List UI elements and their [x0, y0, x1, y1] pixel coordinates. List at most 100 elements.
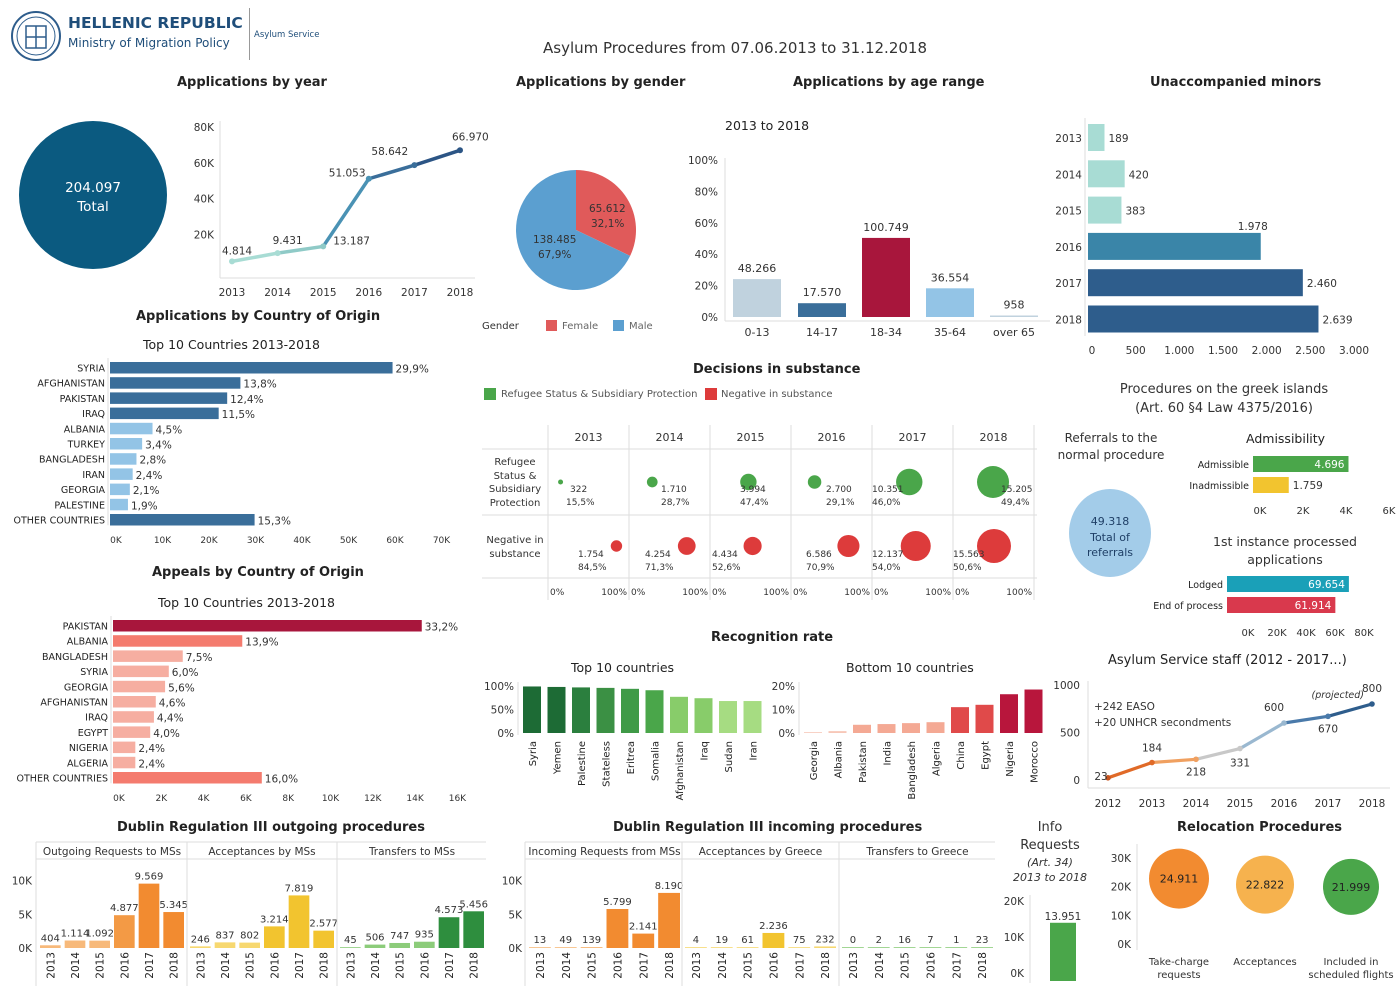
minor-value-label: 2.460 [1307, 278, 1337, 290]
country-bar [113, 756, 136, 769]
minor-bar [1088, 269, 1303, 297]
axis-min-label: 0% [712, 588, 727, 598]
neg-pct-label: 54,0% [872, 563, 901, 573]
dublin-value-label: 7 [927, 935, 933, 946]
dublin-value-label: 1.114 [61, 929, 90, 940]
pos-pct-label: 46,0% [872, 498, 901, 508]
y-tick-label: 10K [502, 876, 523, 888]
year-segment [413, 148, 461, 167]
first-tick-label: 40K [1296, 628, 1316, 639]
x-tick-label: 10K [322, 794, 340, 804]
country-label: BANGLADESH [39, 455, 105, 466]
neg-value-label: 4.254 [645, 550, 671, 560]
adm-value-label: 1.759 [1293, 480, 1323, 492]
country-bar [113, 650, 183, 662]
x-tick-label: 0 [1089, 345, 1096, 357]
staff-value-label: 800 [1362, 683, 1382, 695]
gender-pie [516, 170, 636, 290]
dublin-value-label: 2.236 [759, 921, 788, 932]
country-pct-label: 1,9% [131, 500, 158, 512]
hellenic-emblem-icon [11, 11, 61, 61]
recognition-bar [694, 698, 713, 733]
total-value: 204.097 [65, 180, 121, 196]
staff-year-label: 2017 [1315, 798, 1342, 810]
dublin-bar [554, 947, 577, 948]
recognition-country-label: Egypt [981, 741, 992, 770]
dublin-bar [893, 947, 916, 948]
first-bar [1227, 597, 1336, 613]
dublin-year-label: 2017 [144, 952, 156, 979]
y-tick-label: 20% [695, 281, 718, 293]
recognition-country-label: Iran [749, 741, 760, 761]
recognition-bar [975, 704, 994, 733]
dublin-bar [842, 947, 864, 948]
first-value-label: 61.914 [1295, 600, 1332, 612]
dublin-bar [89, 940, 110, 948]
relocation-value-label: 22.822 [1246, 879, 1285, 892]
country-bar [110, 362, 393, 374]
recognition-country-label: Eritrea [626, 741, 637, 774]
org-name: HELLENIC REPUBLIC [68, 14, 243, 32]
relocation-label-line2: scheduled flights [1308, 970, 1393, 981]
staff-year-label: 2018 [1359, 798, 1386, 810]
country-bar [110, 377, 241, 389]
recognition-country-label: Somalia [651, 741, 662, 781]
recognition-bar [804, 732, 822, 733]
staff-segment [1151, 757, 1197, 765]
adm-tick-label: 4K [1340, 506, 1353, 517]
minor-year-label: 2015 [1055, 206, 1082, 218]
pos-value-label: 15.205 [1001, 485, 1033, 495]
recognition-country-label: Georgia [809, 741, 820, 780]
referrals-circle [1069, 489, 1151, 577]
y-tick-label: 10K [1111, 910, 1132, 922]
neg-pct-label: 50,6% [953, 563, 982, 573]
country-bar [113, 741, 136, 754]
year-point [274, 250, 281, 257]
staff-year-label: 2014 [1183, 798, 1210, 810]
country-label: IRAQ [82, 409, 105, 420]
age-value-label: 100.749 [863, 221, 909, 234]
dublin-value-label: 3.214 [260, 914, 289, 925]
islands-title-line2: (Art. 60 §4 Law 4375/2016) [1135, 401, 1313, 416]
dublin-value-label: 4 [693, 935, 699, 946]
minors-title: Unaccompanied minors [1150, 75, 1322, 90]
legend-neg-label: Negative in substance [721, 389, 833, 400]
decision-year-label: 2014 [656, 431, 684, 444]
country-label: AFGHANISTAN [40, 698, 108, 709]
x-tick-label: 40K [293, 536, 311, 546]
country-pct-label: 11,5% [222, 409, 255, 421]
total-label: Total [77, 199, 109, 215]
axis-min-label: 0% [874, 588, 889, 598]
recognition-country-label: Algeria [932, 741, 943, 776]
y-tick-label: 20K [1004, 896, 1025, 908]
staff-point [1325, 713, 1331, 720]
origin-subtitle: Top 10 Countries 2013-2018 [143, 337, 320, 352]
legend-neg-swatch [705, 388, 717, 400]
x-tick-label: 2K [155, 794, 168, 804]
recognition-bar [547, 686, 566, 733]
male-swatch [613, 320, 624, 331]
dublin-value-label: 5.456 [459, 899, 488, 910]
neg-pct-label: 84,5% [578, 563, 607, 573]
adm-label: Inadmissible [1189, 481, 1249, 492]
panel-title: Acceptances by MSs [208, 846, 315, 858]
staff-note2: +20 UNHCR secondments [1094, 717, 1232, 729]
dublin-bar [580, 947, 603, 948]
staff-year-label: 2012 [1095, 798, 1122, 810]
country-label: IRAQ [85, 713, 108, 724]
country-bar [110, 407, 219, 420]
country-label: OTHER COUNTRIES [14, 516, 105, 527]
age-category-label: over 65 [993, 326, 1035, 339]
staff-projected-label: (projected) [1312, 690, 1364, 701]
country-bar [113, 665, 169, 678]
neg-bubble [610, 540, 623, 552]
dublin-year-label: 2016 [419, 952, 431, 979]
service-name: Asylum Service [254, 30, 320, 40]
dublin-value-label: 49 [559, 935, 572, 946]
pos-pct-label: 29,1% [826, 498, 855, 508]
minor-bar [1088, 232, 1261, 260]
x-tick-label: 10K [154, 536, 172, 546]
year-tick-label: 2017 [401, 287, 428, 299]
staff-segment [1107, 761, 1153, 780]
first-label: End of process [1153, 601, 1223, 612]
